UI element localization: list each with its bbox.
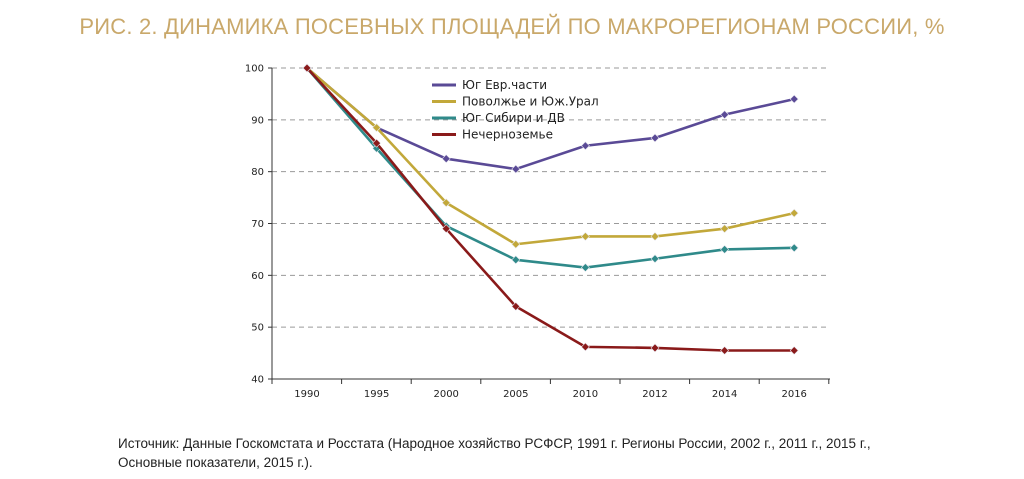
data-point: [372, 138, 382, 148]
data-point: [580, 263, 590, 272]
y-tick-label: 100: [245, 64, 264, 75]
legend-label: Юг Евр.части: [462, 78, 547, 92]
data-point: [789, 346, 799, 355]
series-line: [306, 67, 795, 352]
data-point: [720, 224, 730, 234]
data-point: [580, 232, 590, 241]
x-tick-label: 2010: [573, 389, 598, 400]
data-point: [441, 154, 451, 164]
series-lines: [302, 63, 799, 355]
y-tick-label: 40: [251, 375, 264, 386]
data-point: [789, 94, 799, 104]
data-point: [650, 343, 660, 353]
axes: [268, 67, 830, 384]
y-tick-label: 90: [251, 115, 264, 126]
source-note: Источник: Данные Госкомстата и Росстата …: [118, 436, 871, 470]
data-point: [302, 63, 312, 73]
data-point: [441, 224, 451, 234]
x-tick-label: 2005: [503, 389, 528, 400]
y-tick-label: 50: [251, 323, 264, 334]
y-tick-labels: 40 50 60 70 80 90 100: [245, 64, 264, 386]
data-point: [511, 255, 521, 265]
data-point: [650, 133, 660, 143]
x-tick-label: 2014: [712, 389, 737, 400]
x-tick-label: 2012: [642, 389, 667, 400]
data-point: [580, 141, 590, 151]
data-point: [372, 123, 382, 133]
data-point: [511, 302, 521, 311]
data-point: [650, 254, 660, 264]
x-tick-label: 2000: [433, 389, 458, 400]
y-tick-label: 60: [251, 271, 264, 282]
data-point: [789, 243, 799, 253]
data-point: [441, 198, 451, 208]
data-point: [511, 164, 521, 174]
data-point: [789, 208, 799, 218]
y-tick-label: 80: [251, 167, 264, 178]
data-point: [720, 110, 730, 120]
chart-title: РИС. 2. ДИНАМИКА ПОСЕВНЫХ ПЛОЩАДЕЙ ПО МА…: [79, 14, 945, 39]
legend-label: Поволжье и Юж.Урал: [462, 95, 599, 109]
y-tick-label: 70: [251, 219, 264, 230]
data-point: [720, 346, 730, 355]
legend-label: Юг Сибири и ДВ: [462, 111, 565, 125]
x-tick-labels: 1990 1995 2000 2005 2010 2012 2014 2016: [294, 389, 807, 400]
gridlines: [272, 67, 830, 328]
x-tick-label: 1990: [294, 389, 319, 400]
data-point: [580, 342, 590, 352]
legend-label: Нечерноземье: [462, 128, 553, 142]
x-tick-label: 2016: [781, 389, 806, 400]
x-tick-label: 1995: [364, 389, 389, 400]
legend: Юг Евр.части Поволжье и Юж.Урал Юг Сибири …: [432, 78, 599, 142]
series-line: [306, 67, 795, 171]
series-line: [306, 67, 795, 246]
data-point: [511, 239, 521, 249]
data-point: [720, 244, 730, 254]
data-point: [650, 232, 660, 241]
series-line: [306, 67, 795, 269]
